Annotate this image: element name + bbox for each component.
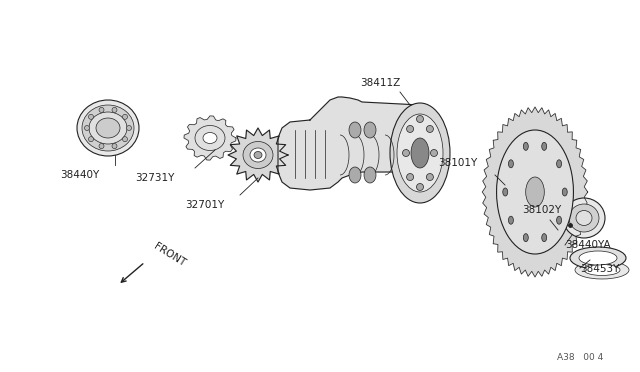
Text: 38453Y: 38453Y — [580, 264, 620, 274]
Ellipse shape — [112, 108, 117, 112]
Polygon shape — [278, 97, 435, 190]
Ellipse shape — [84, 125, 90, 131]
Ellipse shape — [122, 114, 127, 119]
Ellipse shape — [570, 247, 626, 269]
Ellipse shape — [99, 108, 104, 112]
Polygon shape — [184, 116, 236, 160]
Ellipse shape — [431, 150, 438, 157]
Ellipse shape — [508, 216, 513, 224]
Ellipse shape — [406, 125, 413, 132]
Ellipse shape — [417, 183, 424, 190]
Ellipse shape — [503, 188, 508, 196]
Ellipse shape — [563, 198, 605, 238]
Polygon shape — [228, 128, 288, 182]
Ellipse shape — [250, 148, 266, 162]
Ellipse shape — [417, 115, 424, 122]
Ellipse shape — [122, 137, 127, 142]
Ellipse shape — [127, 125, 131, 131]
Ellipse shape — [497, 130, 573, 254]
Text: A38   00 4: A38 00 4 — [557, 353, 603, 362]
Ellipse shape — [77, 100, 139, 156]
Text: 38102Y: 38102Y — [522, 205, 562, 215]
Ellipse shape — [426, 174, 433, 180]
Text: 38440YA: 38440YA — [565, 240, 611, 250]
Ellipse shape — [557, 160, 561, 168]
Ellipse shape — [349, 122, 361, 138]
Ellipse shape — [82, 105, 134, 151]
Ellipse shape — [584, 264, 620, 276]
Text: FRONT: FRONT — [152, 241, 187, 269]
Ellipse shape — [364, 167, 376, 183]
Ellipse shape — [397, 114, 443, 192]
Ellipse shape — [99, 144, 104, 148]
Ellipse shape — [541, 234, 547, 242]
Ellipse shape — [390, 103, 450, 203]
Ellipse shape — [569, 204, 599, 232]
Text: 38411Z: 38411Z — [360, 78, 400, 88]
Ellipse shape — [89, 112, 127, 144]
Ellipse shape — [541, 142, 547, 150]
Ellipse shape — [411, 138, 429, 168]
Text: 32701Y: 32701Y — [186, 200, 225, 210]
Polygon shape — [483, 107, 588, 277]
Ellipse shape — [112, 144, 117, 148]
Ellipse shape — [524, 234, 528, 242]
Ellipse shape — [406, 174, 413, 180]
Ellipse shape — [96, 118, 120, 138]
Ellipse shape — [576, 211, 592, 225]
Ellipse shape — [575, 261, 629, 279]
Ellipse shape — [579, 251, 617, 265]
Ellipse shape — [563, 188, 567, 196]
Text: 38440Y: 38440Y — [60, 170, 100, 180]
Ellipse shape — [254, 151, 262, 158]
Ellipse shape — [243, 141, 273, 169]
Ellipse shape — [508, 160, 513, 168]
Ellipse shape — [88, 114, 93, 119]
Ellipse shape — [525, 177, 544, 207]
Ellipse shape — [349, 167, 361, 183]
Ellipse shape — [403, 150, 410, 157]
Text: 32731Y: 32731Y — [135, 173, 175, 183]
Ellipse shape — [88, 137, 93, 142]
Ellipse shape — [364, 122, 376, 138]
Ellipse shape — [557, 216, 561, 224]
Ellipse shape — [426, 125, 433, 132]
Ellipse shape — [203, 132, 217, 144]
Text: 38101Y: 38101Y — [438, 158, 477, 168]
Ellipse shape — [524, 142, 528, 150]
